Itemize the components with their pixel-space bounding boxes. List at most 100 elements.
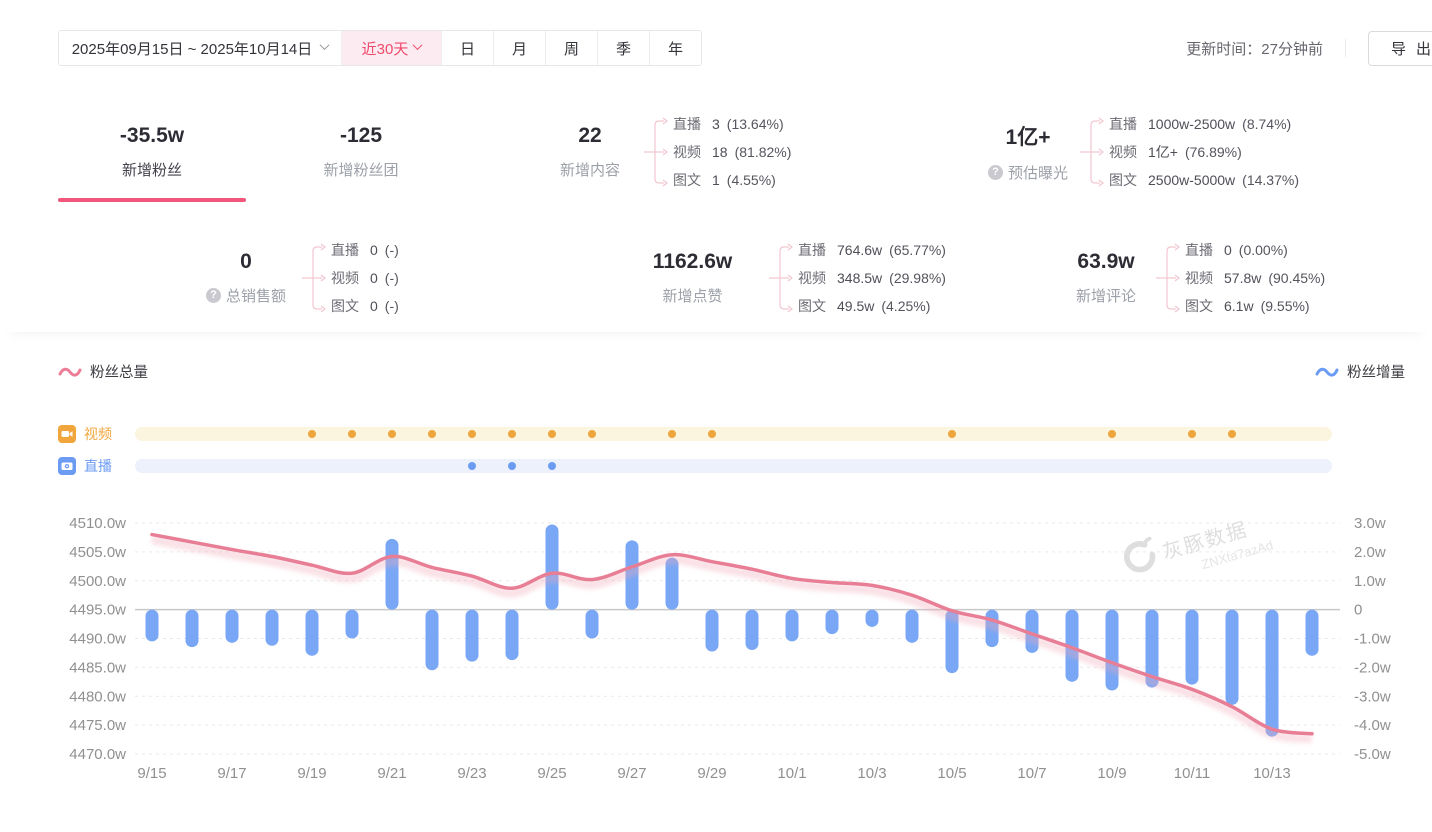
video-dot-9/22[interactable] — [428, 430, 436, 438]
svg-text:-3.0w: -3.0w — [1354, 688, 1391, 705]
bar-10/2 — [825, 609, 839, 635]
stat-value: 0 — [240, 250, 252, 273]
help-icon[interactable]: ? — [205, 288, 221, 303]
bar-10/14 — [1305, 609, 1319, 656]
stat-card-新增粉丝团[interactable]: -125 新增粉丝团 — [266, 102, 456, 202]
help-icon[interactable]: ? — [987, 165, 1003, 180]
svg-text:-2.0w: -2.0w — [1354, 659, 1391, 676]
svg-text:4505.0w: 4505.0w — [69, 544, 126, 561]
video-dot-9/19[interactable] — [308, 430, 316, 438]
header-right: 更新时间：27分钟前 导出 — [1186, 30, 1432, 66]
breakdown-pct: (4.55%) — [726, 172, 776, 188]
update-time: 更新时间：27分钟前 — [1186, 40, 1323, 58]
breakdown-pct: (0.00%) — [1238, 242, 1288, 258]
stat-label-text: 新增粉丝 — [121, 162, 182, 179]
bar-10/8 — [1065, 609, 1079, 682]
video-dot-9/20[interactable] — [348, 430, 356, 438]
stat-card-总销售额[interactable]: 0? 总销售额 直播 0 (-) 视频 0 (-) 图文 0 (-) — [58, 230, 438, 326]
video-dot-9/23[interactable] — [468, 430, 476, 438]
bar-9/24 — [505, 609, 519, 661]
stat-card-新增评论[interactable]: 63.9w 新增评论 直播 0 (0.00%) 视频 57.8w (90.45%) 图文 6.1w… — [1060, 230, 1325, 326]
quick-range-button[interactable]: 近30天 — [341, 31, 441, 65]
stat-card-新增点赞[interactable]: 1162.6w 新增点赞 直播 764.6w (65.77%) 视频 348.5w (29.9… — [590, 230, 990, 326]
video-dot-10/12[interactable] — [1228, 430, 1236, 438]
stat-label: 新增粉丝团 — [323, 159, 398, 180]
breakdown-value: 764.6w — [837, 242, 883, 258]
stat-card-新增粉丝[interactable]: -35.5w 新增粉丝 — [58, 102, 246, 202]
video-dot-9/24[interactable] — [508, 430, 516, 438]
live-dot-9/24[interactable] — [508, 462, 516, 470]
export-button[interactable]: 导出 — [1367, 30, 1432, 66]
fans-trend-chart: 4510.0w 3.0w 4505.0w 2.0w 4500.0w 1.0w 4495.0w… — [0, 495, 1432, 795]
bar-10/4 — [905, 609, 919, 643]
video-dot-10/9[interactable] — [1108, 430, 1116, 438]
svg-text:-1.0w: -1.0w — [1354, 631, 1391, 648]
stat-card-新增内容[interactable]: 22 新增内容 直播 3 (13.64%) 视频 18 (81.82%) 图文 1 (4.55%) — [476, 102, 936, 202]
bar-9/15 — [145, 609, 159, 642]
live-dot-9/23[interactable] — [468, 462, 476, 470]
date-filter-group: 2025年09月15日 ~ 2025年10月14日 近30天 日月周季年 — [58, 30, 702, 66]
breakdown-value: 1 — [712, 172, 720, 188]
bar-10/11 — [1185, 609, 1199, 685]
stat-label: 新增粉丝 — [122, 159, 182, 180]
video-dot-9/29[interactable] — [708, 430, 716, 438]
tab-年[interactable]: 年 — [649, 31, 701, 65]
video-dot-9/21[interactable] — [388, 430, 396, 438]
video-dot-9/25[interactable] — [548, 430, 556, 438]
tab-月[interactable]: 月 — [493, 31, 545, 65]
divider — [1344, 39, 1346, 57]
breakdown-name: 图文 — [673, 172, 701, 188]
svg-text:10/3: 10/3 — [857, 765, 886, 782]
svg-text:9/23: 9/23 — [457, 765, 486, 782]
svg-text:9/21: 9/21 — [377, 765, 406, 782]
tab-周[interactable]: 周 — [545, 31, 597, 65]
breakdown-list: 直播 3 (13.64%) 视频 18 (81.82%) 图文 1 (4.55%) — [673, 114, 791, 190]
fans-total-line — [150, 532, 1314, 736]
stat-value: 63.9w — [1077, 250, 1135, 273]
video-marker-track — [135, 427, 1332, 441]
breakdown-connector — [769, 243, 793, 313]
breakdown-pct: (81.82%) — [734, 144, 792, 160]
stat-label-text: 新增内容 — [559, 162, 620, 179]
svg-text:-4.0w: -4.0w — [1354, 717, 1391, 734]
stats-row-1: -35.5w 新增粉丝 -125 新增粉丝团 22 新增内容 直播 3 (13.64%) 视频 18… — [58, 102, 1299, 202]
video-dot-9/28[interactable] — [668, 430, 676, 438]
video-dot-10/11[interactable] — [1188, 430, 1196, 438]
breakdown-name: 图文 — [331, 298, 359, 314]
stat-value: 1162.6w — [652, 250, 733, 273]
stat-label-text: 总销售额 — [225, 288, 286, 305]
breakdown-name: 图文 — [1109, 172, 1137, 188]
breakdown-value: 0 — [370, 270, 378, 286]
tab-日[interactable]: 日 — [441, 31, 493, 65]
toolbar: 2025年09月15日 ~ 2025年10月14日 近30天 日月周季年 更新时… — [58, 30, 1432, 66]
video-marker-row: 视频 — [58, 425, 1332, 443]
bar-9/25 — [545, 524, 559, 610]
breakdown-row: 图文 0 (-) — [331, 296, 399, 316]
bar-9/29 — [705, 609, 719, 652]
breakdown-list: 直播 0 (0.00%) 视频 57.8w (90.45%) 图文 6.1w (9.55%) — [1185, 240, 1325, 316]
legend-fans-delta[interactable]: 粉丝增量 — [1315, 361, 1405, 382]
breakdown-name: 直播 — [798, 242, 826, 258]
stat-card-预估曝光[interactable]: 1亿+? 预估曝光 直播 1000w-2500w (8.74%) 视频 1亿+ (76.89%… — [956, 102, 1299, 202]
breakdown-row: 图文 6.1w (9.55%) — [1185, 296, 1325, 316]
breakdown-name: 直播 — [331, 242, 359, 258]
legend-fans-total[interactable]: 粉丝总量 — [58, 361, 148, 382]
stat-label-text: 新增评论 — [1075, 288, 1136, 305]
tab-季[interactable]: 季 — [597, 31, 649, 65]
date-range-selector[interactable]: 2025年09月15日 ~ 2025年10月14日 — [59, 31, 341, 65]
live-dot-9/25[interactable] — [548, 462, 556, 470]
video-dot-9/26[interactable] — [588, 430, 596, 438]
video-row-label: 视频 — [84, 426, 112, 442]
stat-label: ? 总销售额 — [205, 285, 286, 306]
breakdown-list: 直播 764.6w (65.77%) 视频 348.5w (29.98%) 图文 49.5w (… — [798, 240, 946, 316]
breakdown-connector — [302, 243, 326, 313]
breakdown-name: 视频 — [1185, 270, 1213, 286]
video-dot-10/5[interactable] — [948, 430, 956, 438]
wave-icon — [1315, 367, 1339, 377]
svg-text:10/7: 10/7 — [1017, 765, 1046, 782]
legend-fans-delta-label: 粉丝增量 — [1347, 365, 1405, 381]
bar-9/20 — [345, 609, 359, 639]
svg-text:9/19: 9/19 — [297, 765, 326, 782]
breakdown-name: 视频 — [331, 270, 359, 286]
breakdown-pct: (90.45%) — [1268, 270, 1326, 286]
